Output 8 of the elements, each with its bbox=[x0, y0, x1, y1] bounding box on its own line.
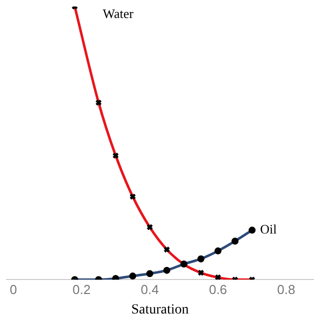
x-tick-label: 0.4 bbox=[140, 282, 159, 297]
x-tick-label: 0.6 bbox=[208, 282, 228, 297]
x-tick-label: 0 bbox=[10, 282, 17, 297]
x-tick-label: 0.8 bbox=[277, 282, 296, 297]
series-label: Oil bbox=[260, 222, 278, 237]
series-label: Water bbox=[102, 6, 134, 21]
x-tick-label: 0.2 bbox=[72, 282, 91, 297]
x-axis-title: Saturation bbox=[131, 302, 189, 318]
